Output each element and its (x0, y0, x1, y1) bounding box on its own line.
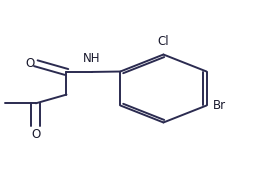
Text: O: O (31, 128, 41, 141)
Text: Cl: Cl (158, 35, 169, 48)
Text: Br: Br (213, 99, 226, 112)
Text: NH: NH (83, 52, 101, 65)
Text: O: O (25, 57, 35, 70)
